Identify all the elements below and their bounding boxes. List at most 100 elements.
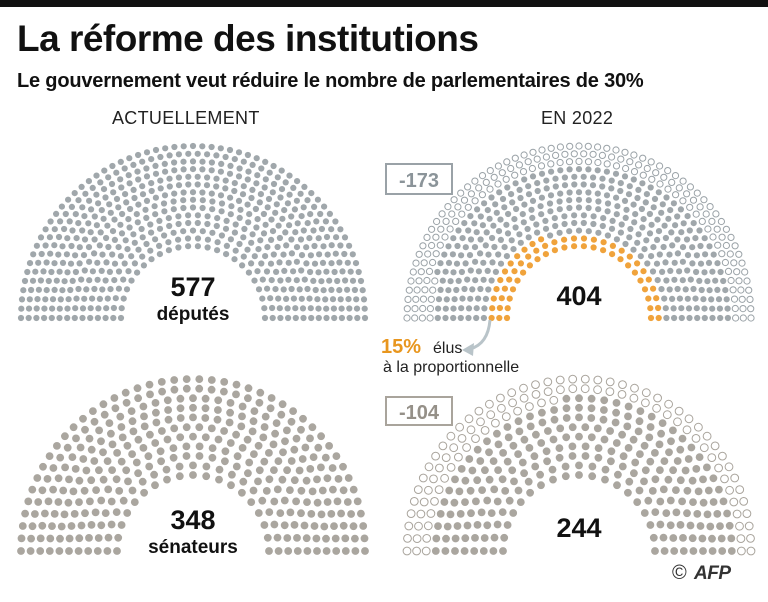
seat: [158, 387, 167, 396]
seat: [689, 547, 698, 555]
seat: [671, 314, 678, 322]
seat: [70, 510, 79, 518]
removed-seat: [702, 431, 712, 441]
removed-seat: [474, 406, 484, 416]
seat: [113, 449, 121, 457]
seat: [139, 158, 146, 165]
removed-seat: [513, 406, 522, 416]
seat: [547, 208, 554, 215]
removed-seat: [629, 393, 639, 403]
removed-seat: [441, 233, 449, 241]
seat: [94, 534, 103, 542]
seat: [99, 286, 106, 293]
proportional-text-line2: à la proportionnelle: [383, 359, 519, 376]
seat: [148, 256, 155, 263]
seat: [697, 242, 704, 250]
seat: [321, 453, 330, 462]
seat: [152, 408, 160, 417]
seat: [118, 184, 125, 191]
removed-seat: [565, 158, 574, 166]
seat: [69, 423, 78, 432]
senateurs-current-unit: sénateurs: [148, 537, 238, 558]
removed-seat: [423, 233, 431, 241]
seat: [315, 269, 322, 276]
seat: [634, 427, 643, 436]
seat: [485, 475, 494, 484]
seat: [152, 236, 159, 243]
seat: [542, 225, 550, 232]
removed-seat: [423, 521, 433, 531]
seat: [125, 216, 132, 223]
removed-seat: [743, 277, 751, 285]
seat: [481, 466, 489, 475]
seat: [214, 239, 221, 246]
removed-seat: [486, 167, 494, 175]
seat: [480, 534, 489, 542]
removed-seat: [428, 241, 436, 250]
seat: [485, 286, 492, 293]
seat: [280, 521, 289, 530]
seat: [557, 167, 564, 174]
seat: [505, 496, 514, 505]
seat: [635, 486, 644, 495]
seat: [703, 463, 711, 472]
seat: [78, 183, 85, 190]
seat: [148, 229, 155, 236]
seat: [306, 295, 313, 302]
seat: [239, 477, 248, 486]
seat: [250, 407, 259, 415]
seat: [182, 452, 191, 460]
seat: [226, 399, 235, 407]
seat: [117, 221, 124, 228]
seat: [51, 260, 58, 267]
seat: [608, 185, 615, 192]
seat: [222, 177, 229, 184]
seat: [353, 497, 362, 506]
seat: [96, 242, 103, 249]
seat: [321, 203, 328, 210]
seat: [663, 277, 670, 284]
seat: [75, 285, 82, 293]
proportional-seat: [496, 314, 503, 322]
seat: [49, 305, 56, 312]
seat: [140, 488, 149, 497]
seat: [33, 305, 40, 312]
seat: [256, 199, 263, 206]
seat: [481, 305, 488, 312]
seat: [503, 457, 512, 466]
seat: [699, 547, 707, 555]
seat: [135, 246, 142, 253]
seat: [571, 173, 578, 180]
seat: [561, 462, 570, 471]
removed-seat: [643, 164, 651, 173]
removed-seat: [566, 142, 574, 150]
seat: [337, 242, 344, 249]
seat: [490, 533, 499, 542]
seat: [319, 259, 327, 266]
removed-seat: [718, 233, 726, 241]
seat: [86, 197, 93, 204]
seat: [57, 296, 64, 303]
seat: [45, 277, 52, 285]
removed-seat: [407, 277, 415, 285]
seat: [18, 305, 25, 312]
removed-seat: [731, 242, 739, 250]
seat: [467, 267, 474, 274]
removed-seat: [668, 178, 676, 186]
seat: [116, 412, 125, 421]
seat: [544, 427, 552, 435]
removed-seat: [575, 142, 583, 150]
seat: [693, 510, 702, 518]
proportional-seat: [551, 247, 559, 254]
seat: [299, 414, 307, 423]
seat: [228, 203, 235, 210]
seat: [162, 145, 169, 152]
seat: [634, 194, 641, 202]
seat: [194, 235, 202, 242]
seat: [332, 547, 341, 555]
removed-seat: [403, 314, 411, 322]
seat: [477, 285, 484, 293]
removed-seat: [713, 225, 721, 233]
seat: [594, 453, 603, 462]
removed-seat: [428, 225, 436, 233]
